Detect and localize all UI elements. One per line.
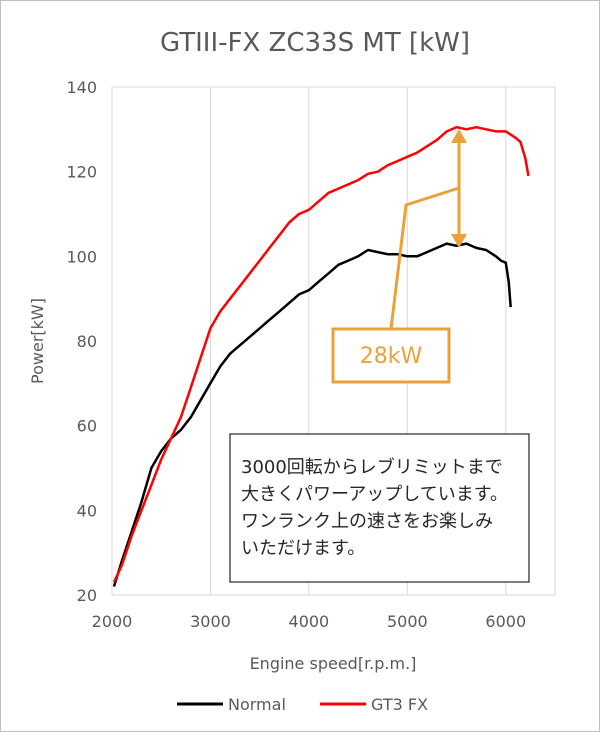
x-axis-label: Engine speed[r.p.m.] — [250, 654, 417, 673]
note-line: 3000回転からレブリミットまで — [241, 456, 503, 478]
y-tick-label: 60 — [77, 417, 97, 436]
note-frame — [229, 433, 530, 583]
x-tick-labels: 2000 3000 4000 5000 6000 — [92, 612, 526, 631]
legend-label-normal: Normal — [228, 695, 286, 714]
y-axis-label: Power[kW] — [28, 298, 47, 384]
x-tick-label: 3000 — [190, 612, 231, 631]
plot-area — [111, 86, 556, 596]
y-tick-label: 120 — [66, 163, 97, 182]
note-line: いただけます。 — [241, 538, 365, 559]
y-tick-label: 20 — [77, 586, 97, 605]
legend-label-gt3fx: GT3 FX — [371, 695, 428, 714]
y-tick-labels: 20 40 60 80 100 120 140 — [66, 78, 97, 605]
arrow-head-down-icon — [451, 234, 467, 248]
series-lines — [112, 125, 530, 587]
x-tick-label: 5000 — [387, 612, 428, 631]
y-tick-label: 40 — [77, 501, 97, 520]
note-line: ワンランク上の速さをお楽しみ — [241, 511, 493, 532]
legend: Normal GT3 FX — [177, 695, 428, 714]
x-tick-label: 2000 — [92, 612, 133, 631]
chart-title: GTIII-FX ZC33S MT [kW] — [160, 28, 470, 58]
series-line-gt3fx — [112, 125, 530, 583]
arrow-head-up-icon — [451, 129, 467, 143]
x-tick-label: 4000 — [289, 612, 330, 631]
callout-box — [331, 327, 451, 384]
note-text: 3000回転からレブリミットまで大きくパワーアップしています。ワンランク上の速さ… — [241, 456, 508, 559]
y-tick-label: 100 — [66, 247, 97, 266]
y-tick-label: 80 — [77, 332, 97, 351]
note-box: 3000回転からレブリミットまで大きくパワーアップしています。ワンランク上の速さ… — [229, 433, 530, 583]
callout-28kw: 28kW — [331, 129, 467, 384]
callout-label: 28kW — [360, 344, 423, 369]
x-tick-label: 6000 — [485, 612, 526, 631]
note-line: 大きくパワーアップしています。 — [241, 484, 508, 505]
y-tick-label: 140 — [66, 78, 97, 97]
series-line-normal — [112, 242, 512, 587]
callout-leader-line — [389, 186, 460, 330]
